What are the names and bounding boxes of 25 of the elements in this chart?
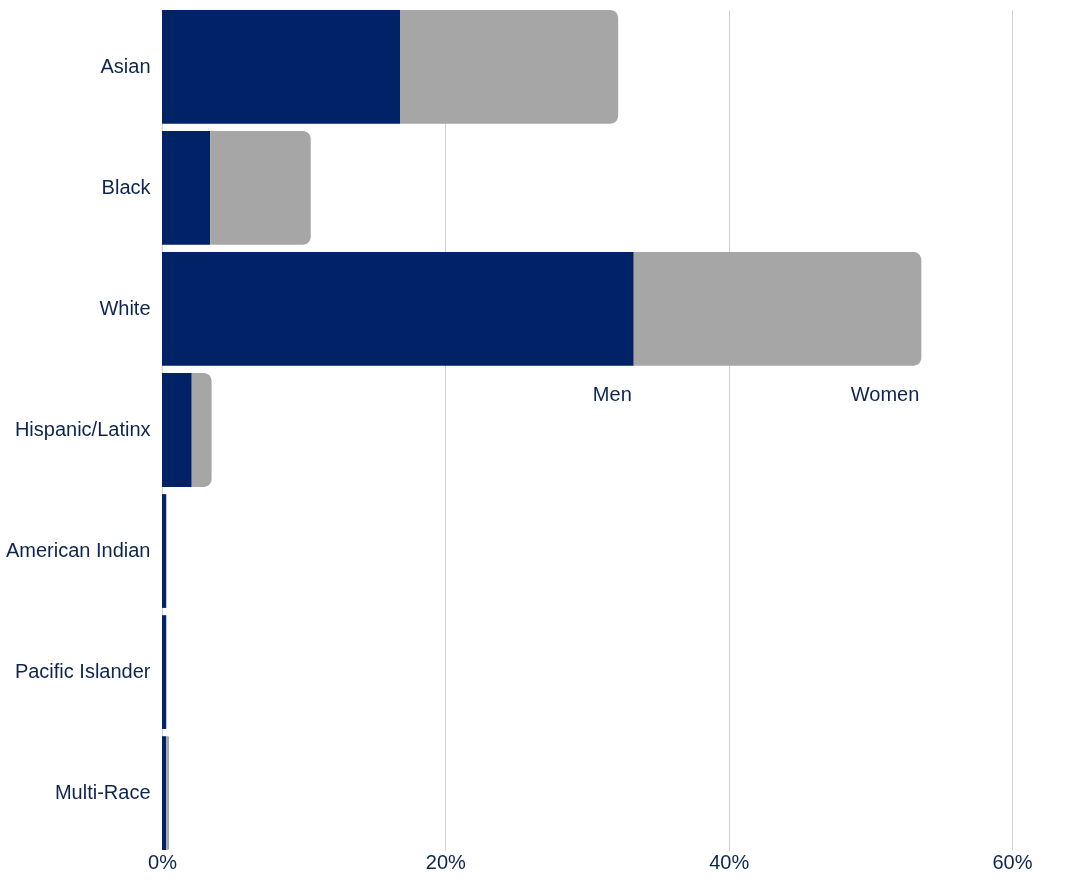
bar [162, 615, 167, 729]
series-label: Men [592, 382, 632, 405]
x-tick-label: 0% [148, 850, 178, 873]
bar [162, 10, 400, 124]
bar [633, 252, 922, 366]
bar [162, 494, 167, 608]
y-tick-label: Multi-Race [54, 781, 151, 804]
y-tick-label: Hispanic/Latinx [14, 418, 151, 440]
series-label: Women [850, 382, 920, 405]
bar [210, 131, 311, 245]
bar [191, 373, 212, 487]
x-tick-label: 60% [992, 850, 1033, 873]
y-tick-label: Pacific Islander [14, 660, 151, 683]
bar [162, 736, 167, 850]
bar [162, 373, 192, 487]
bar [162, 131, 211, 245]
y-tick-label: Asian [100, 54, 151, 77]
y-tick-label: American Indian [5, 539, 151, 562]
y-tick-label: White [99, 296, 151, 319]
bar [166, 736, 170, 850]
bar [400, 10, 619, 124]
y-tick-label: Black [101, 175, 152, 198]
x-tick-label: 40% [709, 850, 750, 873]
x-tick-label: 20% [425, 850, 467, 873]
bar [162, 252, 634, 366]
